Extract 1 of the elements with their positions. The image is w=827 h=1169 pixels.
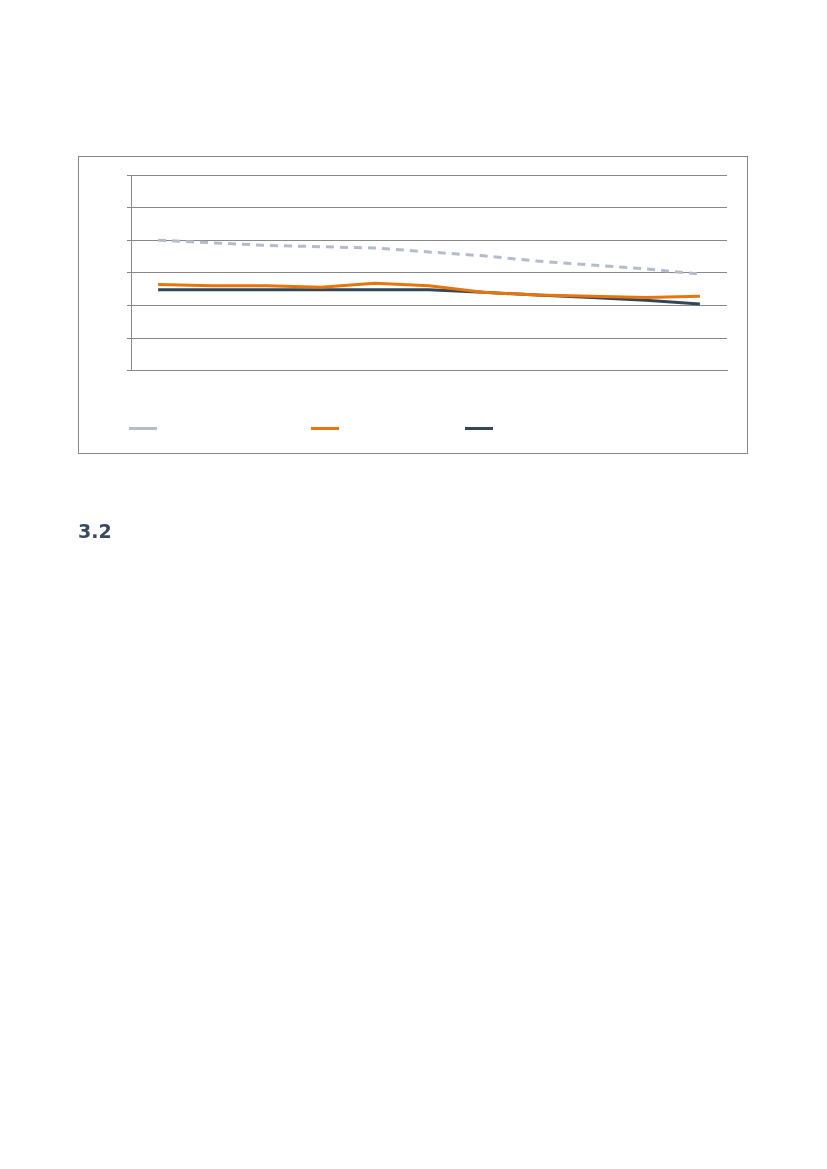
text: 3.2 (78, 520, 112, 542)
